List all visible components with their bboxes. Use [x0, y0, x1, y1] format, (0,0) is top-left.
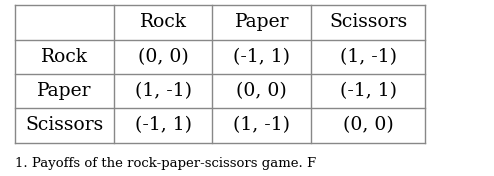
Text: Paper: Paper	[37, 82, 91, 100]
Text: (1, -1): (1, -1)	[339, 48, 397, 66]
Text: (1, -1): (1, -1)	[233, 116, 290, 134]
Text: (-1, 1): (-1, 1)	[233, 48, 290, 66]
Text: (0, 0): (0, 0)	[343, 116, 393, 134]
Text: (0, 0): (0, 0)	[138, 48, 188, 66]
Text: (-1, 1): (-1, 1)	[339, 82, 397, 100]
Text: Scissors: Scissors	[25, 116, 103, 134]
Text: 1. Payoffs of the rock-paper-scissors game. F: 1. Payoffs of the rock-paper-scissors ga…	[15, 157, 316, 170]
Text: (0, 0): (0, 0)	[237, 82, 287, 100]
Text: Scissors: Scissors	[329, 13, 407, 32]
Text: (-1, 1): (-1, 1)	[134, 116, 192, 134]
Text: Rock: Rock	[41, 48, 88, 66]
Text: Rock: Rock	[139, 13, 187, 32]
Text: (1, -1): (1, -1)	[134, 82, 192, 100]
Text: Paper: Paper	[235, 13, 289, 32]
